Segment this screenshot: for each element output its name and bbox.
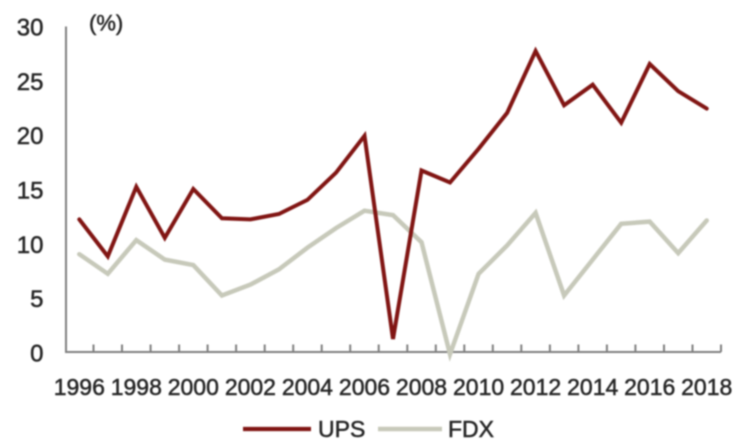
svg-text:2014: 2014 — [567, 374, 618, 400]
svg-text:0: 0 — [30, 341, 43, 368]
svg-text:FDX: FDX — [448, 416, 494, 442]
svg-text:UPS: UPS — [318, 416, 365, 442]
svg-text:15: 15 — [17, 178, 44, 205]
svg-text:2004: 2004 — [282, 374, 333, 400]
svg-text:2010: 2010 — [453, 374, 504, 400]
svg-text:2002: 2002 — [225, 374, 276, 400]
svg-text:2018: 2018 — [681, 374, 732, 400]
svg-text:2012: 2012 — [510, 374, 561, 400]
svg-text:30: 30 — [17, 15, 44, 42]
svg-text:2008: 2008 — [396, 374, 447, 400]
svg-text:(%): (%) — [89, 11, 123, 36]
svg-text:2006: 2006 — [339, 374, 390, 400]
svg-text:25: 25 — [17, 69, 44, 96]
svg-text:1998: 1998 — [111, 374, 162, 400]
svg-text:2000: 2000 — [168, 374, 219, 400]
svg-text:10: 10 — [17, 232, 44, 259]
svg-text:2016: 2016 — [624, 374, 675, 400]
svg-text:20: 20 — [17, 123, 44, 150]
svg-text:1996: 1996 — [54, 374, 105, 400]
svg-text:5: 5 — [30, 286, 43, 313]
